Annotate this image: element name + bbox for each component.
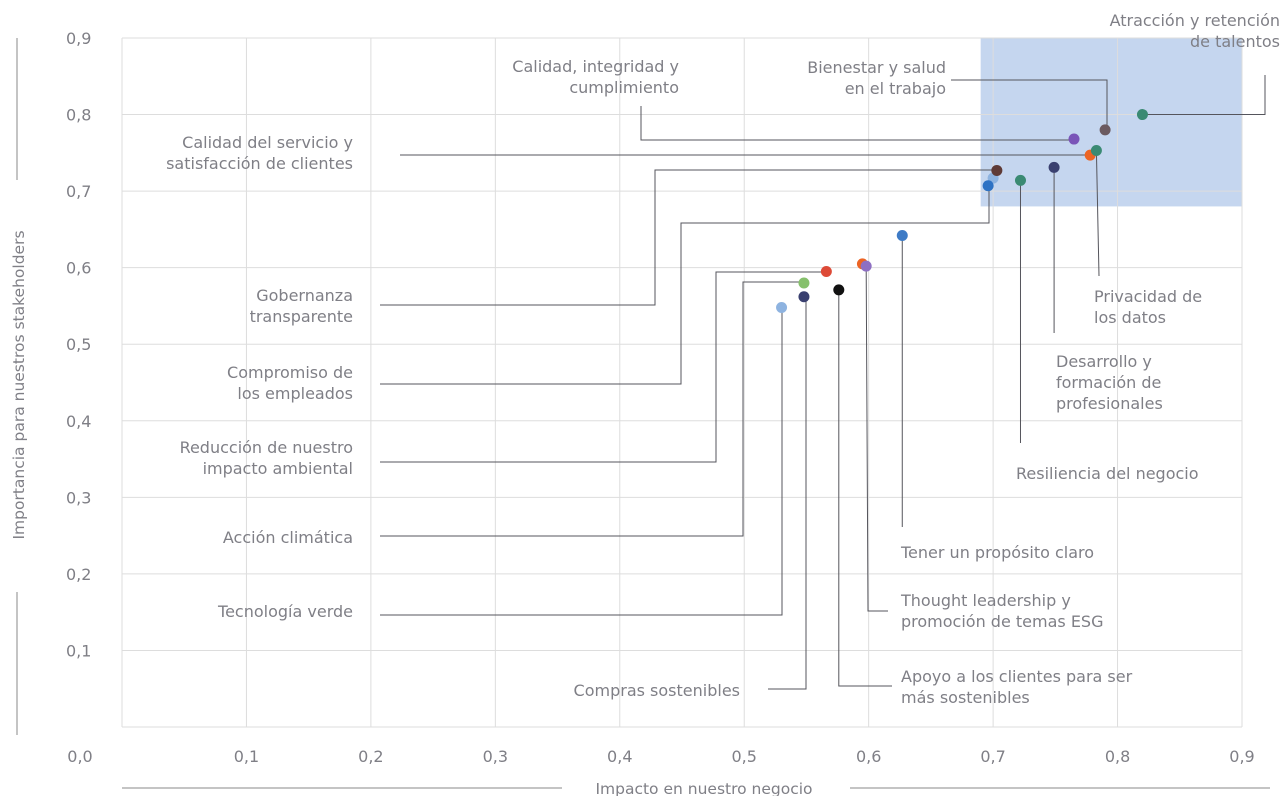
point-label-line: transparente bbox=[250, 307, 353, 326]
data-point bbox=[820, 265, 832, 277]
x-tick-label: 0,1 bbox=[234, 747, 259, 766]
point-label-line: Privacidad de bbox=[1094, 287, 1202, 306]
leader-line bbox=[380, 185, 990, 385]
data-point bbox=[896, 230, 908, 242]
point-label-line: Apoyo a los clientes para ser bbox=[901, 667, 1133, 686]
leader-line bbox=[768, 296, 807, 690]
data-point bbox=[798, 291, 810, 303]
data-point bbox=[776, 301, 788, 313]
data-point bbox=[860, 260, 872, 272]
leader-lines bbox=[380, 75, 1266, 690]
point-labels: Atracción y retención de talentos Bienesta… bbox=[166, 11, 1280, 707]
data-point bbox=[798, 277, 810, 289]
x-tick-label: 0,4 bbox=[607, 747, 632, 766]
point-label-line: Desarrollo y bbox=[1056, 352, 1152, 371]
x-tick-label: 0,3 bbox=[483, 747, 508, 766]
data-point bbox=[1014, 174, 1026, 186]
leader-line bbox=[1095, 150, 1100, 277]
point-label-line: de talentos bbox=[1190, 32, 1280, 51]
point-label-line: Gobernanza bbox=[256, 286, 353, 305]
x-axis-title: Impacto en nuestro negocio bbox=[595, 780, 812, 796]
axis-titles: Impacto en nuestro negocio Importancia p… bbox=[10, 38, 1270, 796]
point-label-line: Compromiso de bbox=[227, 363, 353, 382]
y-tick-label: 0,6 bbox=[66, 259, 91, 278]
data-point bbox=[982, 180, 994, 192]
point-label: Calidad, integridad y cumplimiento bbox=[512, 57, 679, 97]
leader-line bbox=[838, 289, 892, 687]
point-label: Resiliencia del negocio bbox=[1016, 464, 1199, 483]
x-tick-label: 0,7 bbox=[980, 747, 1005, 766]
data-point bbox=[1090, 145, 1102, 157]
data-point bbox=[1136, 109, 1148, 121]
leader-line bbox=[865, 266, 888, 612]
point-label-line: Atracción y retención bbox=[1110, 11, 1280, 30]
point-label-line: Tecnología verde bbox=[217, 602, 353, 621]
leader-line bbox=[380, 307, 783, 616]
y-tick-label: 0,9 bbox=[66, 29, 91, 48]
leader-line bbox=[380, 169, 997, 306]
point-label: Atracción y retención de talentos bbox=[1110, 11, 1280, 51]
data-point bbox=[833, 284, 845, 296]
point-label: Thought leadership y promoción de temas E… bbox=[900, 591, 1103, 631]
point-label-line: cumplimiento bbox=[569, 78, 679, 97]
y-tick-label: 0,7 bbox=[66, 182, 91, 201]
y-axis-title: Importancia para nuestros stakeholders bbox=[10, 230, 28, 539]
point-label-line: Compras sostenibles bbox=[574, 681, 740, 700]
grid-lines bbox=[121, 37, 1243, 728]
x-tick-label: 0,6 bbox=[856, 747, 881, 766]
point-label: Desarrollo y formación de profesionales bbox=[1056, 352, 1163, 413]
point-label: Acción climática bbox=[223, 528, 353, 547]
point-label-line: Bienestar y salud bbox=[807, 58, 946, 77]
leader-line bbox=[1142, 75, 1266, 116]
y-tick-label: 0,3 bbox=[66, 488, 91, 507]
point-label-line: impacto ambiental bbox=[203, 459, 353, 478]
point-label-line: los empleados bbox=[237, 384, 353, 403]
point-label: Tener un propósito claro bbox=[900, 543, 1094, 562]
point-label-line: Calidad del servicio y bbox=[182, 133, 353, 152]
point-label-line: Calidad, integridad y bbox=[512, 57, 679, 76]
point-label-line: Reducción de nuestro bbox=[180, 438, 353, 457]
point-label-line: en el trabajo bbox=[845, 79, 946, 98]
point-label: Reducción de nuestro impacto ambiental bbox=[180, 438, 353, 478]
data-point bbox=[991, 164, 1003, 176]
point-label: Bienestar y salud en el trabajo bbox=[807, 58, 946, 98]
data-points bbox=[776, 109, 1148, 313]
point-label-line: profesionales bbox=[1056, 394, 1163, 413]
leader-line bbox=[640, 106, 1074, 141]
point-label-line: los datos bbox=[1094, 308, 1166, 327]
leader-line bbox=[380, 271, 827, 463]
point-label-line: satisfacción de clientes bbox=[166, 154, 353, 173]
point-label-line: promoción de temas ESG bbox=[901, 612, 1103, 631]
point-label-line: Resiliencia del negocio bbox=[1016, 464, 1199, 483]
y-tick-label: 0,4 bbox=[66, 412, 91, 431]
x-tick-label: 0,9 bbox=[1229, 747, 1254, 766]
y-tick-label: 0,1 bbox=[66, 641, 91, 660]
point-label: Calidad del servicio y satisfacción de cl… bbox=[166, 133, 353, 173]
x-tick-label: 0,0 bbox=[67, 747, 92, 766]
point-label-line: Tener un propósito claro bbox=[900, 543, 1094, 562]
point-label-line: más sostenibles bbox=[901, 688, 1030, 707]
point-label-line: Thought leadership y bbox=[900, 591, 1071, 610]
x-tick-label: 0,5 bbox=[731, 747, 756, 766]
y-tick-label: 0,8 bbox=[66, 106, 91, 125]
y-tick-label: 0,2 bbox=[66, 565, 91, 584]
leader-line bbox=[951, 79, 1108, 130]
point-label: Gobernanza transparente bbox=[250, 286, 353, 326]
x-tick-label: 0,2 bbox=[358, 747, 383, 766]
point-label: Privacidad de los datos bbox=[1094, 287, 1202, 327]
point-label: Compras sostenibles bbox=[574, 681, 740, 700]
point-label-line: Acción climática bbox=[223, 528, 353, 547]
leader-line bbox=[380, 281, 804, 537]
point-label: Apoyo a los clientes para ser más sosteni… bbox=[901, 667, 1133, 707]
point-label-line: formación de bbox=[1056, 373, 1161, 392]
data-point bbox=[1099, 124, 1111, 136]
point-label: Compromiso de los empleados bbox=[227, 363, 353, 403]
data-point bbox=[1068, 133, 1080, 145]
data-point bbox=[1048, 161, 1060, 173]
point-label: Tecnología verde bbox=[217, 602, 353, 621]
y-tick-label: 0,5 bbox=[66, 335, 91, 354]
tick-labels: 0,0 0,1 0,2 0,3 0,4 0,5 0,6 0,7 0,8 0,9 0,1 0,2 0,3 0… bbox=[66, 29, 1255, 766]
x-tick-label: 0,8 bbox=[1105, 747, 1130, 766]
